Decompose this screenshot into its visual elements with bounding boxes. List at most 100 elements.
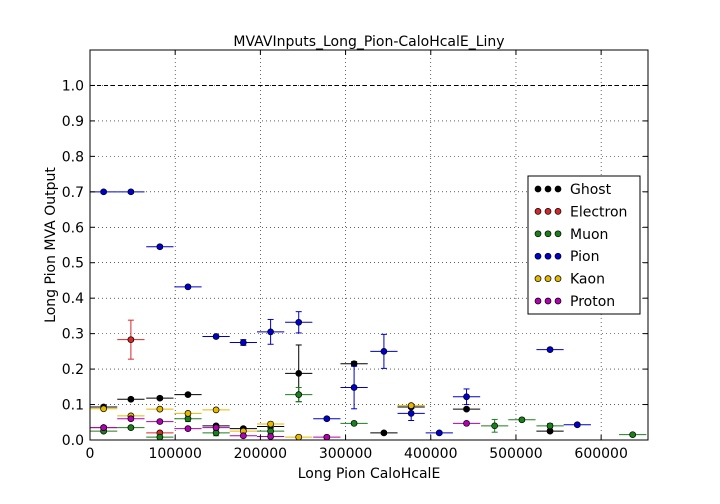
data-point	[350, 419, 358, 427]
legend-label: Pion	[570, 249, 599, 265]
legend-marker	[554, 275, 562, 282]
x-tick-label: 200000	[234, 446, 287, 462]
data-point	[267, 433, 274, 440]
data-point	[463, 419, 470, 427]
legend-marker	[534, 275, 542, 282]
x-axis-label: Long Pion CaloHcalE	[298, 466, 441, 482]
data-point	[184, 391, 192, 398]
series-muon	[90, 387, 647, 441]
data-point	[295, 433, 303, 441]
y-tick-label: 0.2	[62, 362, 84, 378]
y-tick-label: 1.0	[62, 78, 84, 94]
legend-marker	[534, 185, 542, 193]
data-point	[295, 318, 303, 326]
legend-label: Muon	[570, 227, 608, 243]
y-tick-label: 0.6	[62, 220, 84, 236]
data-point	[323, 415, 331, 423]
legend-marker	[544, 185, 552, 193]
y-tick-label: 0.8	[62, 149, 84, 165]
legend-marker	[534, 297, 542, 305]
legend-box	[527, 175, 641, 315]
series-pion	[90, 188, 591, 437]
legend-marker	[554, 252, 562, 260]
data-point	[100, 188, 107, 196]
data-marks-layer	[90, 188, 647, 441]
data-point	[127, 336, 135, 344]
data-point	[156, 418, 164, 425]
data-point	[127, 395, 135, 403]
legend-marker	[554, 230, 562, 238]
plot-frame	[89, 49, 649, 441]
legend-marker	[544, 252, 552, 260]
legend-marker	[544, 208, 552, 215]
data-point	[156, 243, 164, 251]
data-point	[407, 402, 415, 409]
data-point	[380, 348, 388, 355]
y-tick-label: 0.0	[62, 433, 84, 449]
legend-label: Ghost	[570, 182, 612, 198]
legend-marker	[554, 208, 562, 215]
legend-label: Electron	[570, 204, 627, 220]
y-tick-label: 0.5	[62, 256, 84, 272]
tick-layer: 0 100000 200000 300000 400000 500000 600000 0.0…	[62, 50, 648, 462]
data-point	[407, 410, 415, 417]
data-point	[239, 432, 247, 440]
data-point	[380, 429, 388, 437]
data-point	[212, 333, 220, 340]
y-axis-label: Long Pion MVA Output	[43, 167, 59, 323]
data-point	[100, 405, 107, 413]
data-point	[156, 394, 164, 402]
legend-marker	[554, 297, 562, 305]
data-point	[491, 422, 499, 430]
data-point	[323, 433, 331, 441]
legend-marker	[544, 230, 552, 238]
x-tick-label: 600000	[574, 446, 627, 462]
chart-title: MVAVInputs_Long_Pion-CaloHcalE_Liny	[233, 34, 504, 50]
data-point	[573, 421, 581, 429]
x-tick-label: 400000	[404, 446, 457, 462]
y-tick-label: 0.3	[62, 327, 84, 343]
y-tick-label: 0.4	[62, 291, 84, 307]
data-point	[463, 393, 470, 401]
data-point	[127, 415, 135, 423]
data-point	[629, 431, 637, 439]
data-point	[435, 429, 443, 437]
x-tick-label: 500000	[489, 446, 542, 462]
data-point	[350, 384, 358, 391]
data-point	[156, 433, 164, 441]
data-point	[239, 339, 247, 346]
series-kaon	[90, 402, 425, 441]
legend-marker	[534, 252, 542, 260]
data-point	[518, 416, 526, 424]
data-point	[546, 422, 554, 430]
data-point	[267, 420, 274, 428]
legend-marker	[534, 230, 542, 238]
data-point	[295, 391, 303, 398]
legend-marker	[544, 297, 552, 305]
legend-label: Proton	[570, 294, 615, 310]
legend-label: Kaon	[570, 272, 605, 288]
data-point	[184, 425, 192, 433]
legend-marker	[544, 275, 552, 282]
data-point	[184, 410, 192, 417]
legend-marker	[534, 208, 542, 215]
legend-marker	[554, 185, 562, 193]
data-point	[100, 424, 107, 431]
data-point	[127, 424, 135, 431]
data-point	[156, 405, 164, 413]
series-proton	[90, 415, 481, 441]
y-tick-label: 0.1	[62, 398, 84, 414]
data-point	[127, 188, 135, 196]
data-point	[212, 406, 220, 414]
x-tick-label: 100000	[148, 446, 201, 462]
legend: Ghost Electron Muon Pion Kaon Proton	[527, 175, 641, 315]
y-tick-label: 0.9	[62, 114, 84, 130]
data-point	[212, 424, 220, 431]
x-tick-label: 0	[86, 446, 95, 462]
data-point	[184, 283, 192, 291]
data-point	[267, 328, 274, 336]
x-tick-label: 300000	[319, 446, 372, 462]
data-point	[546, 346, 554, 353]
data-point	[463, 405, 470, 413]
